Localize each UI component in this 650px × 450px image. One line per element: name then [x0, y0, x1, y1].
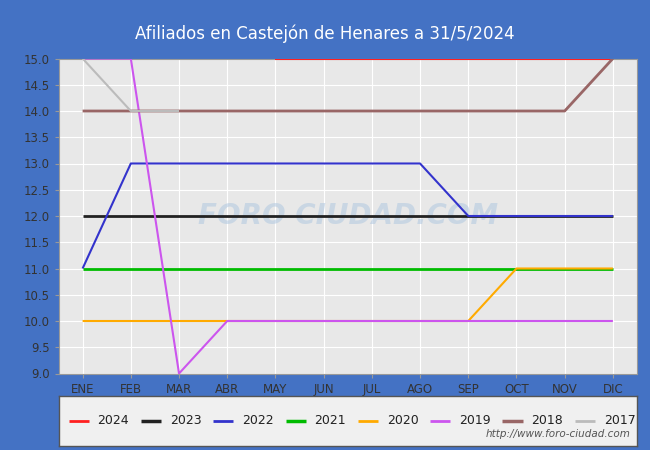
- Text: 2024: 2024: [98, 414, 129, 427]
- Text: 2022: 2022: [242, 414, 274, 427]
- Text: http://www.foro-ciudad.com: http://www.foro-ciudad.com: [486, 429, 630, 439]
- Text: 2019: 2019: [459, 414, 491, 427]
- Text: 2023: 2023: [170, 414, 202, 427]
- Text: Afiliados en Castejón de Henares a 31/5/2024: Afiliados en Castejón de Henares a 31/5/…: [135, 24, 515, 43]
- Text: 2017: 2017: [604, 414, 636, 427]
- Text: 2018: 2018: [532, 414, 563, 427]
- Text: 2020: 2020: [387, 414, 419, 427]
- Text: FORO CIUDAD.COM: FORO CIUDAD.COM: [198, 202, 498, 230]
- Text: 2021: 2021: [315, 414, 346, 427]
